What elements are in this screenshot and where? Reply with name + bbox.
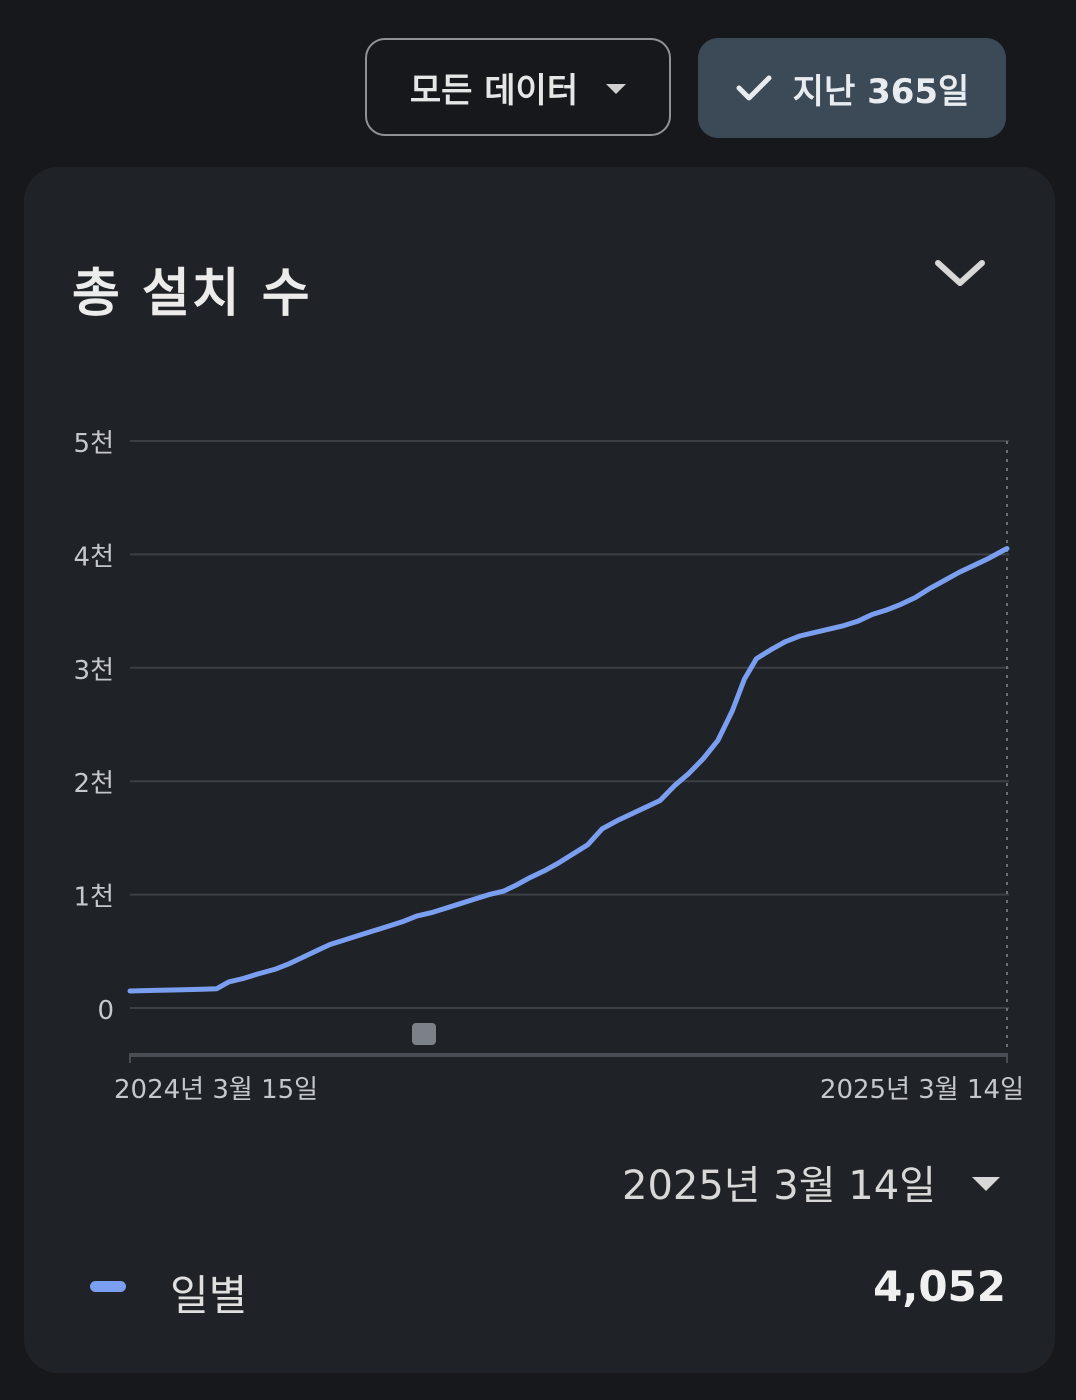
chevron-down-icon — [935, 260, 985, 286]
total-installs-card: 총 설치 수 0 1천 2천 3천 4천 5천 2024년 3월 15일 2025년 3월 1… — [24, 167, 1055, 1373]
y-tick-label: 4천 — [74, 542, 114, 572]
check-icon — [736, 75, 772, 101]
annotation-marker — [412, 1023, 436, 1045]
legend-swatch — [90, 1281, 126, 1292]
legend: 일별 4,052 — [90, 1262, 1010, 1320]
legend-value: 4,052 — [873, 1262, 1006, 1311]
date-range-chip[interactable]: 지난 365일 — [698, 38, 1006, 138]
x-tick-label: 2025년 3월 14일 — [820, 1075, 1024, 1105]
collapse-button[interactable] — [930, 249, 990, 299]
date-range-label: 지난 365일 — [792, 71, 970, 112]
card-title: 총 설치 수 — [72, 264, 312, 324]
y-tick-label: 1천 — [74, 883, 114, 913]
x-tick-label: 2024년 3월 15일 — [114, 1075, 318, 1105]
date-selector[interactable]: 2025년 3월 14일 — [622, 1157, 1000, 1209]
installs-line-chart: 0 1천 2천 3천 4천 5천 2024년 3월 15일 2025년 3월 14일 — [74, 429, 1024, 1105]
toolbar: 모든 데이터 지난 365일 — [0, 38, 1076, 138]
legend-label: 일별 — [170, 1271, 248, 1320]
selected-date-label: 2025년 3월 14일 — [622, 1163, 936, 1209]
y-tick-label: 0 — [97, 996, 114, 1026]
series-line-daily — [127, 546, 1010, 994]
y-tick-label: 5천 — [74, 429, 114, 459]
y-tick-label: 3천 — [74, 656, 114, 686]
y-tick-label: 2천 — [74, 769, 114, 799]
data-filter-label: 모든 데이터 — [409, 70, 579, 111]
data-filter-dropdown[interactable]: 모든 데이터 — [365, 38, 671, 136]
caret-down-icon — [971, 1177, 1000, 1191]
chevron-down-icon — [606, 84, 627, 94]
